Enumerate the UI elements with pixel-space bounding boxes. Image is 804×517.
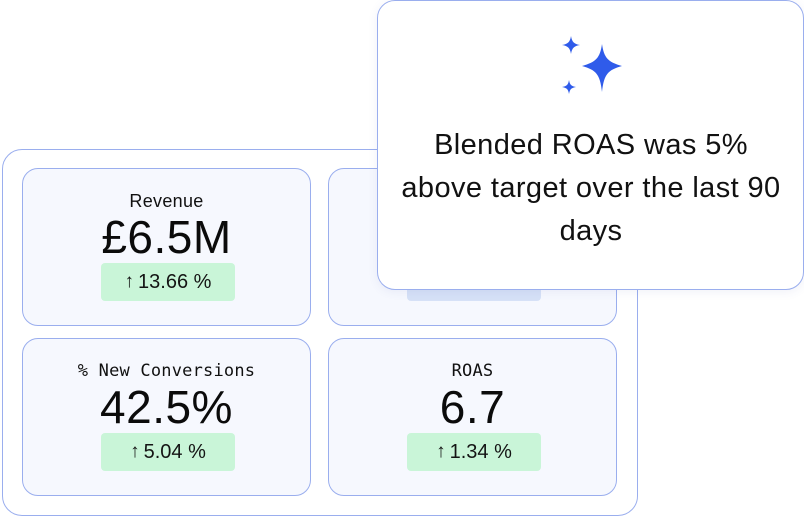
insight-text: Blended ROAS was 5% above target over th… [401, 129, 781, 247]
kpi-value: 6.7 [439, 381, 506, 433]
kpi-label: Revenue [129, 191, 204, 211]
kpi-card-roas[interactable]: ROAS 6.7 ↑ 1.34 % [328, 338, 617, 496]
kpi-value: 42.5% [100, 381, 233, 433]
kpi-label: % New Conversions [77, 361, 256, 381]
kpi-label: ROAS [451, 361, 494, 381]
kpi-card-revenue[interactable]: Revenue £6.5M ↑ 13.66 % [22, 168, 311, 326]
kpi-card-new-conversions[interactable]: % New Conversions 42.5% ↑ 5.04 % [22, 338, 311, 496]
ai-insight-card[interactable] [377, 0, 804, 290]
arrow-up-icon: ↑ [436, 441, 446, 462]
kpi-change-badge: ↑ 13.66 % [101, 263, 235, 301]
kpi-change-badge: ↑ 5.04 % [101, 433, 235, 471]
kpi-change-value: 5.04 % [143, 441, 206, 463]
sparkle-large [582, 44, 622, 92]
kpi-value: £6.5M [101, 211, 232, 263]
kpi-change-badge: ↑ 1.34 % [407, 433, 541, 471]
arrow-up-icon: ↑ [124, 271, 135, 292]
sparkle-small-top [562, 36, 580, 54]
sparkle-icon [562, 36, 622, 94]
arrow-up-icon: ↑ [130, 441, 140, 462]
kpi-change-value: 13.66 % [138, 271, 212, 293]
kpi-change-value: 1.34 % [449, 441, 512, 463]
sparkle-small-bottom [562, 80, 576, 94]
